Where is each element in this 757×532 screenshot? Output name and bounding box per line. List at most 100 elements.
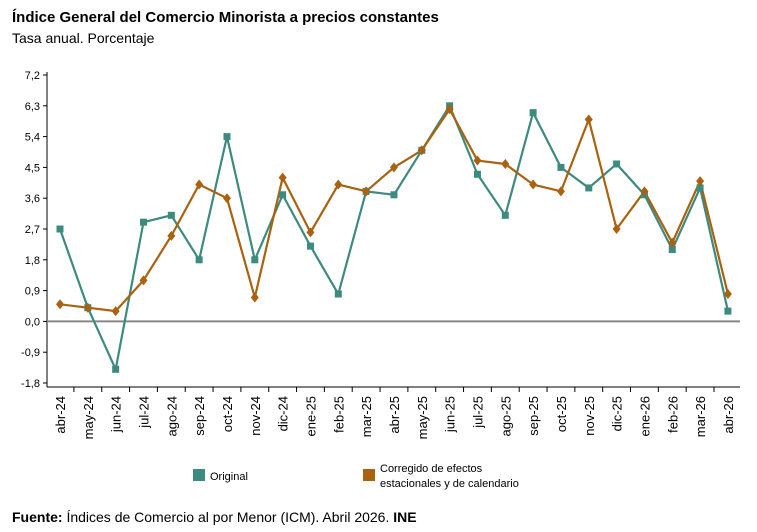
x-tick-label: ago-25 — [498, 396, 513, 436]
x-tick-label: ene-26 — [637, 396, 652, 436]
x-axis-ticks: abr-24 may-24 jun-24 jul-24 ago-24 sep-24 oct-… — [53, 387, 736, 439]
data-point-original — [529, 109, 537, 117]
source-label: Fuente: — [12, 509, 63, 525]
chart-title: Índice General del Comercio Minorista a … — [12, 9, 439, 26]
y-tick-label: 4,5 — [25, 162, 40, 174]
data-point-corregido — [445, 104, 454, 115]
data-point-original — [223, 133, 231, 141]
x-tick-label: jul-24 — [136, 396, 151, 429]
data-point-corregido — [612, 224, 621, 234]
data-point-corregido — [529, 179, 538, 190]
y-axis-ticks: 7,2 6,3 5,4 4,5 3,6 2,7 1,8 0,9 0,0 -0,9 -1,8 — [21, 70, 47, 390]
data-point-corregido — [473, 155, 482, 166]
data-point-corregido — [278, 172, 287, 183]
data-point-corregido — [696, 176, 705, 187]
y-tick-label: 1,8 — [25, 255, 40, 267]
data-point-original — [251, 256, 259, 264]
data-point-corregido — [417, 145, 426, 156]
x-tick-label: feb-25 — [331, 396, 346, 433]
x-tick-label: may-25 — [415, 396, 430, 439]
y-tick-label: 2,7 — [25, 224, 40, 236]
x-tick-label: mar-26 — [693, 396, 708, 437]
data-point-corregido — [584, 114, 593, 125]
data-point-corregido — [167, 230, 176, 241]
chart-subtitle: Tasa anual. Porcentaje — [12, 30, 155, 46]
legend-label-corregido-line1: Corregido de efectos — [380, 463, 483, 475]
data-point-original — [557, 163, 565, 171]
x-tick-label: mar-25 — [359, 396, 374, 437]
y-tick-label: 0,9 — [25, 286, 40, 298]
data-point-original — [696, 184, 704, 192]
x-tick-label: sep-24 — [192, 396, 207, 436]
x-tick-label: jul-25 — [470, 396, 485, 429]
y-tick-label: 0,0 — [25, 316, 40, 328]
y-tick-label: -0,9 — [21, 347, 40, 359]
x-tick-label: oct-25 — [554, 396, 569, 432]
data-point-original — [613, 160, 621, 168]
line-chart: 7,2 6,3 5,4 4,5 3,6 2,7 1,8 0,9 0,0 -0,9 -1,8 abr-… — [21, 70, 740, 490]
data-point-original — [139, 218, 147, 226]
data-point-corregido — [501, 158, 510, 169]
legend-swatch-corregido — [363, 469, 375, 481]
legend-label-corregido-line2: estacionales y de calendario — [380, 478, 519, 490]
data-point-original — [724, 307, 732, 315]
x-tick-label: dic-25 — [610, 396, 625, 431]
data-point-corregido — [83, 302, 92, 313]
data-point-corregido — [306, 227, 315, 238]
y-tick-label: 6,3 — [25, 101, 40, 113]
x-tick-label: abr-25 — [387, 396, 402, 434]
data-point-corregido — [56, 299, 64, 310]
x-tick-label: sep-25 — [526, 396, 541, 436]
data-point-corregido — [195, 179, 204, 190]
data-point-original — [56, 225, 64, 233]
y-tick-label: 5,4 — [25, 132, 40, 144]
x-tick-label: oct-24 — [220, 396, 235, 432]
data-point-original — [501, 211, 509, 219]
series-line-original — [58, 104, 729, 371]
x-tick-label: jun-24 — [109, 396, 124, 433]
x-tick-label: jun-25 — [443, 396, 458, 433]
data-point-corregido — [640, 186, 649, 197]
y-tick-label: -1,8 — [21, 378, 40, 390]
x-tick-label: ene-25 — [303, 396, 318, 436]
data-point-original — [473, 170, 481, 178]
source-note: Fuente: Índices de Comercio al por Menor… — [12, 509, 417, 525]
y-tick-label: 7,2 — [25, 70, 40, 82]
x-tick-label: dic-24 — [276, 396, 291, 431]
data-point-corregido — [723, 289, 732, 300]
data-point-corregido — [139, 275, 148, 286]
source-text: Índices de Comercio al por Menor (ICM). … — [62, 509, 394, 525]
legend-swatch-original — [193, 469, 205, 481]
data-point-original — [112, 365, 120, 373]
chart-legend: Original Corregido de efectos estacionales… — [193, 463, 519, 490]
x-tick-label: nov-25 — [582, 396, 597, 436]
series-markers — [56, 102, 732, 373]
data-point-original — [668, 246, 676, 254]
data-point-corregido — [362, 186, 371, 197]
x-tick-label: abr-24 — [53, 396, 68, 434]
data-point-corregido — [668, 237, 677, 248]
data-point-original — [167, 211, 175, 219]
series-lines — [58, 104, 729, 371]
data-point-original — [334, 290, 342, 298]
chart-axes — [46, 72, 740, 388]
data-point-original — [279, 191, 287, 199]
source-org: INE — [393, 509, 417, 525]
legend-label-original: Original — [210, 471, 248, 483]
data-point-corregido — [556, 186, 565, 197]
x-tick-label: nov-24 — [248, 396, 263, 436]
data-point-original — [195, 256, 203, 264]
y-tick-label: 3,6 — [25, 193, 40, 205]
x-tick-label: ago-24 — [164, 396, 179, 436]
data-point-original — [390, 191, 398, 199]
x-tick-label: feb-26 — [665, 396, 680, 433]
data-point-corregido — [111, 306, 120, 317]
x-tick-label: abr-26 — [721, 396, 736, 434]
data-point-corregido — [250, 292, 259, 303]
data-point-corregido — [222, 193, 231, 204]
data-point-corregido — [334, 179, 343, 190]
x-tick-label: may-24 — [81, 396, 96, 439]
data-point-corregido — [389, 162, 398, 173]
series-line-corregido — [59, 108, 729, 313]
data-point-original — [306, 242, 314, 250]
